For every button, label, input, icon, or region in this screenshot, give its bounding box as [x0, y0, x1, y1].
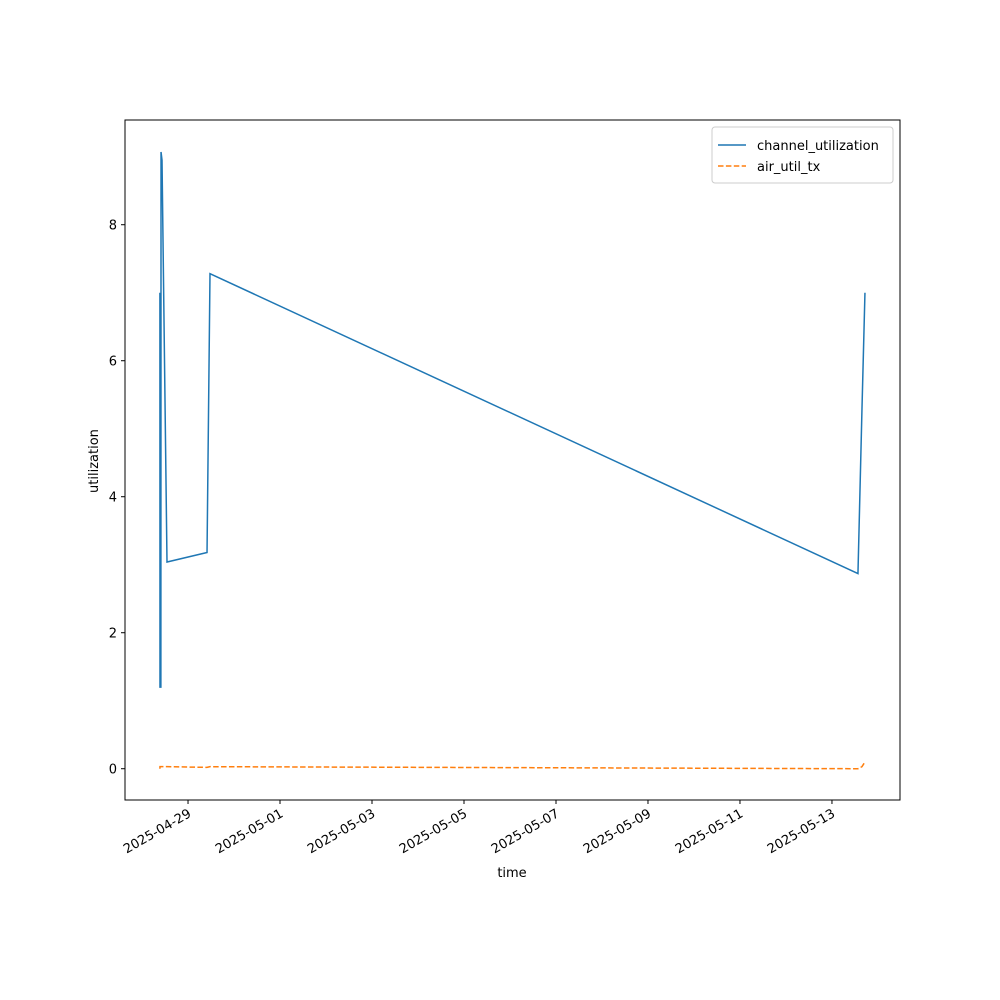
legend-box	[711, 126, 894, 184]
series-line	[159, 151, 866, 688]
x-tick-label: 2025-05-09	[581, 806, 654, 857]
x-tick-label: 2025-04-29	[121, 806, 194, 857]
x-tick-label: 2025-05-01	[213, 806, 286, 857]
y-axis-label: utilization	[87, 429, 102, 493]
legend-label: air_util_tx	[757, 160, 821, 175]
x-tick-label: 2025-05-07	[489, 806, 562, 857]
legend-label: channel_utilization	[757, 139, 879, 154]
y-tick-label: 8	[109, 219, 117, 234]
x-tick-label: 2025-05-03	[305, 806, 378, 857]
plot-frame	[124, 119, 901, 801]
y-tick-label: 0	[109, 763, 117, 778]
series-line	[159, 761, 866, 770]
x-axis-label: time	[497, 866, 526, 881]
y-tick-label: 2	[109, 627, 117, 642]
legend: channel_utilization air_util_tx	[711, 126, 894, 184]
y-tick-label: 4	[109, 491, 117, 506]
x-tick-label: 2025-05-05	[397, 806, 470, 857]
y-tick-label: 6	[109, 355, 117, 370]
x-tick-label: 2025-05-11	[673, 806, 746, 857]
x-tick-label: 2025-05-13	[765, 806, 838, 857]
